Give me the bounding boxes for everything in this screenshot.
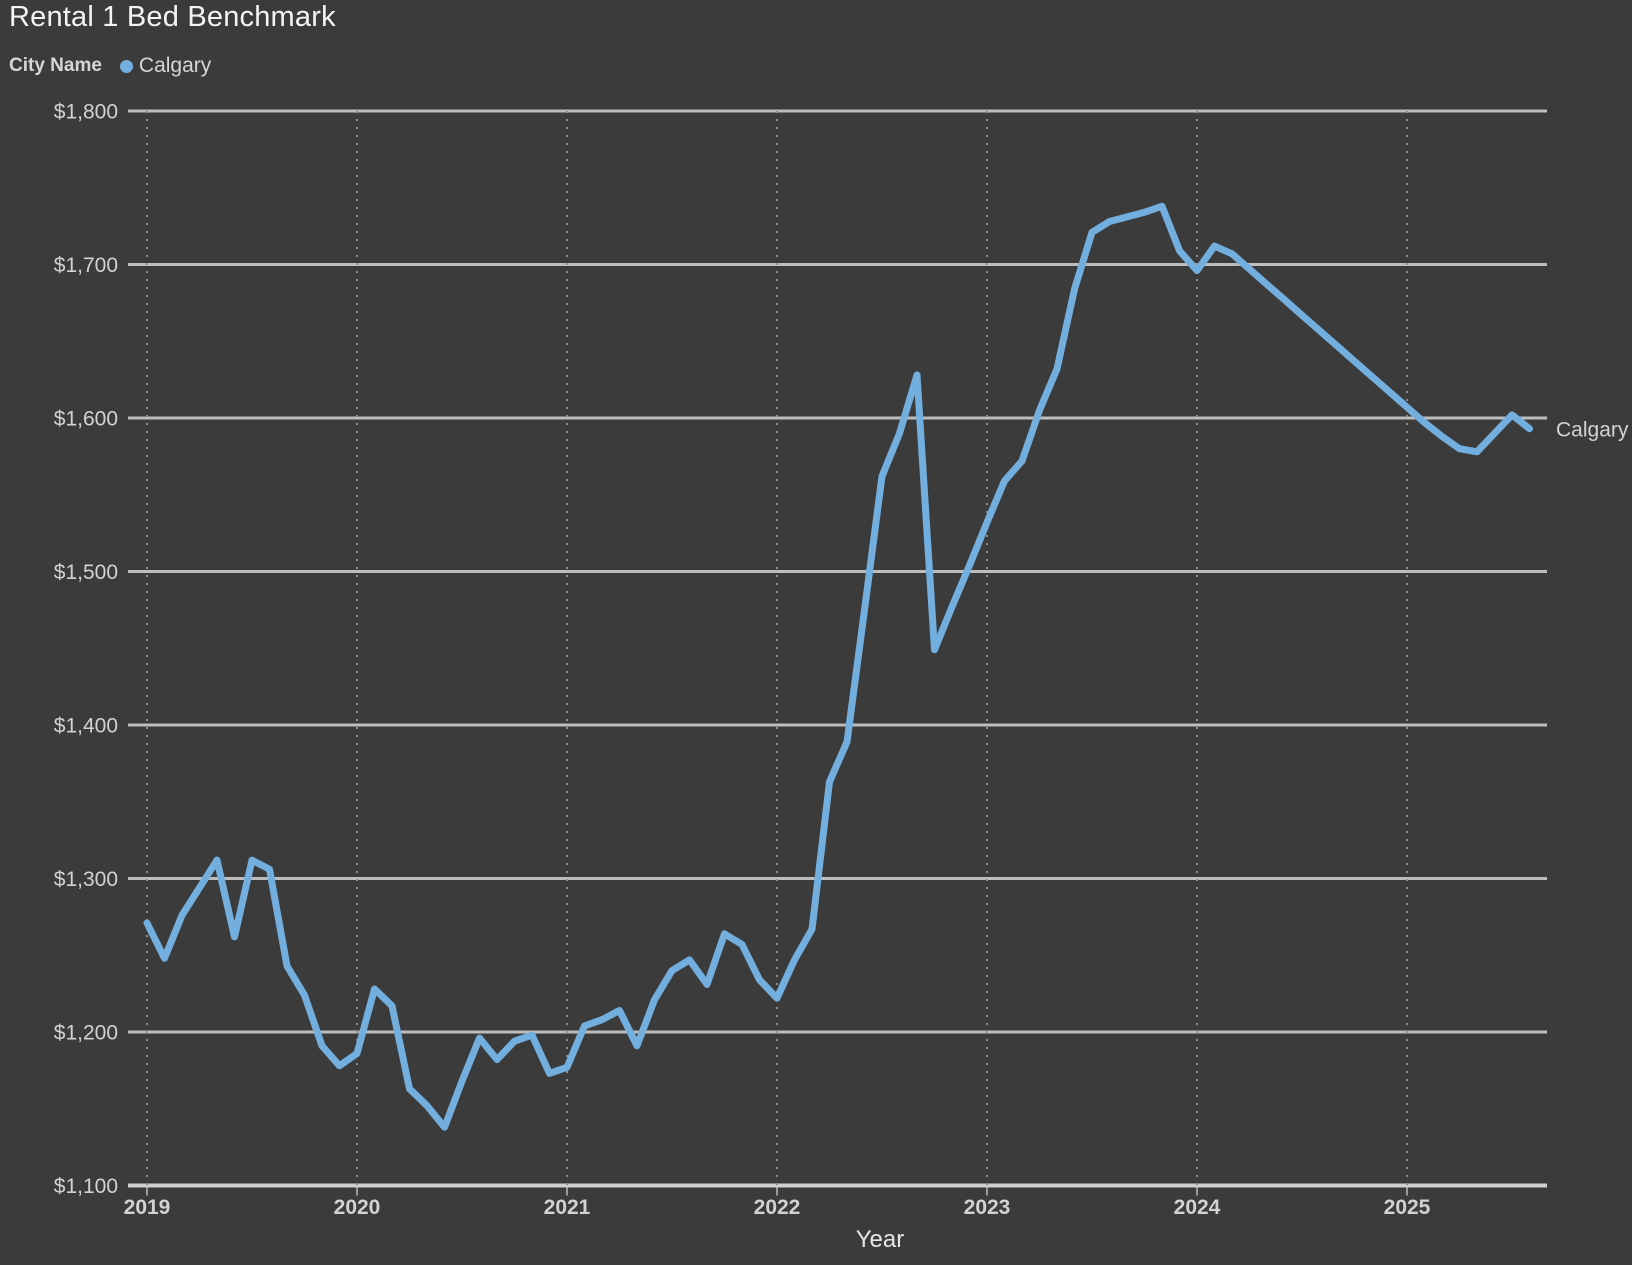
y-axis-tick-label: $1,800 [54, 101, 118, 124]
legend-item-calgary[interactable]: Calgary [119, 54, 212, 78]
vertical-year-gridlines [146, 111, 1408, 1196]
x-axis-tick-label: 2022 [754, 1196, 801, 1219]
y-axis-tick-label: $1,400 [54, 715, 118, 738]
x-axis-tick-label: 2021 [544, 1196, 591, 1219]
x-axis-tick-label: 2025 [1384, 1196, 1431, 1219]
legend-item-label: Calgary [138, 54, 212, 77]
chart-title: Rental 1 Bed Benchmark [9, 1, 336, 33]
legend: City Name Calgary [9, 53, 211, 79]
y-axis-tick-label: $1,600 [54, 408, 118, 431]
x-axis-tick-label: 2023 [964, 1196, 1011, 1219]
y-axis-tick-label: $1,100 [54, 1175, 118, 1198]
legend-dot-icon [119, 59, 133, 73]
x-axis-tick-label: 2020 [334, 1196, 381, 1219]
horizontal-gridlines [128, 109, 1547, 1188]
series-line-calgary[interactable] [143, 202, 1533, 1131]
x-axis-title: Year [856, 1226, 905, 1253]
x-axis-tick-label: 2019 [124, 1196, 171, 1219]
legend-title: City Name [9, 55, 102, 76]
y-axis-tick-label: $1,700 [54, 254, 118, 277]
y-axis-tick-label: $1,300 [54, 868, 118, 891]
y-axis-tick-label: $1,500 [54, 561, 118, 584]
y-axis-tick-label: $1,200 [54, 1022, 118, 1045]
y-axis-tick-labels: $1,800 $1,700 $1,600 $1,500 $1,400 $1,300 $1,2… [54, 101, 118, 1199]
series-end-label-calgary: Calgary [1556, 419, 1629, 442]
x-axis-tick-labels: 2019 2020 2021 2022 2023 2024 2025 [124, 1196, 1431, 1219]
x-axis-tick-label: 2024 [1174, 1196, 1221, 1219]
